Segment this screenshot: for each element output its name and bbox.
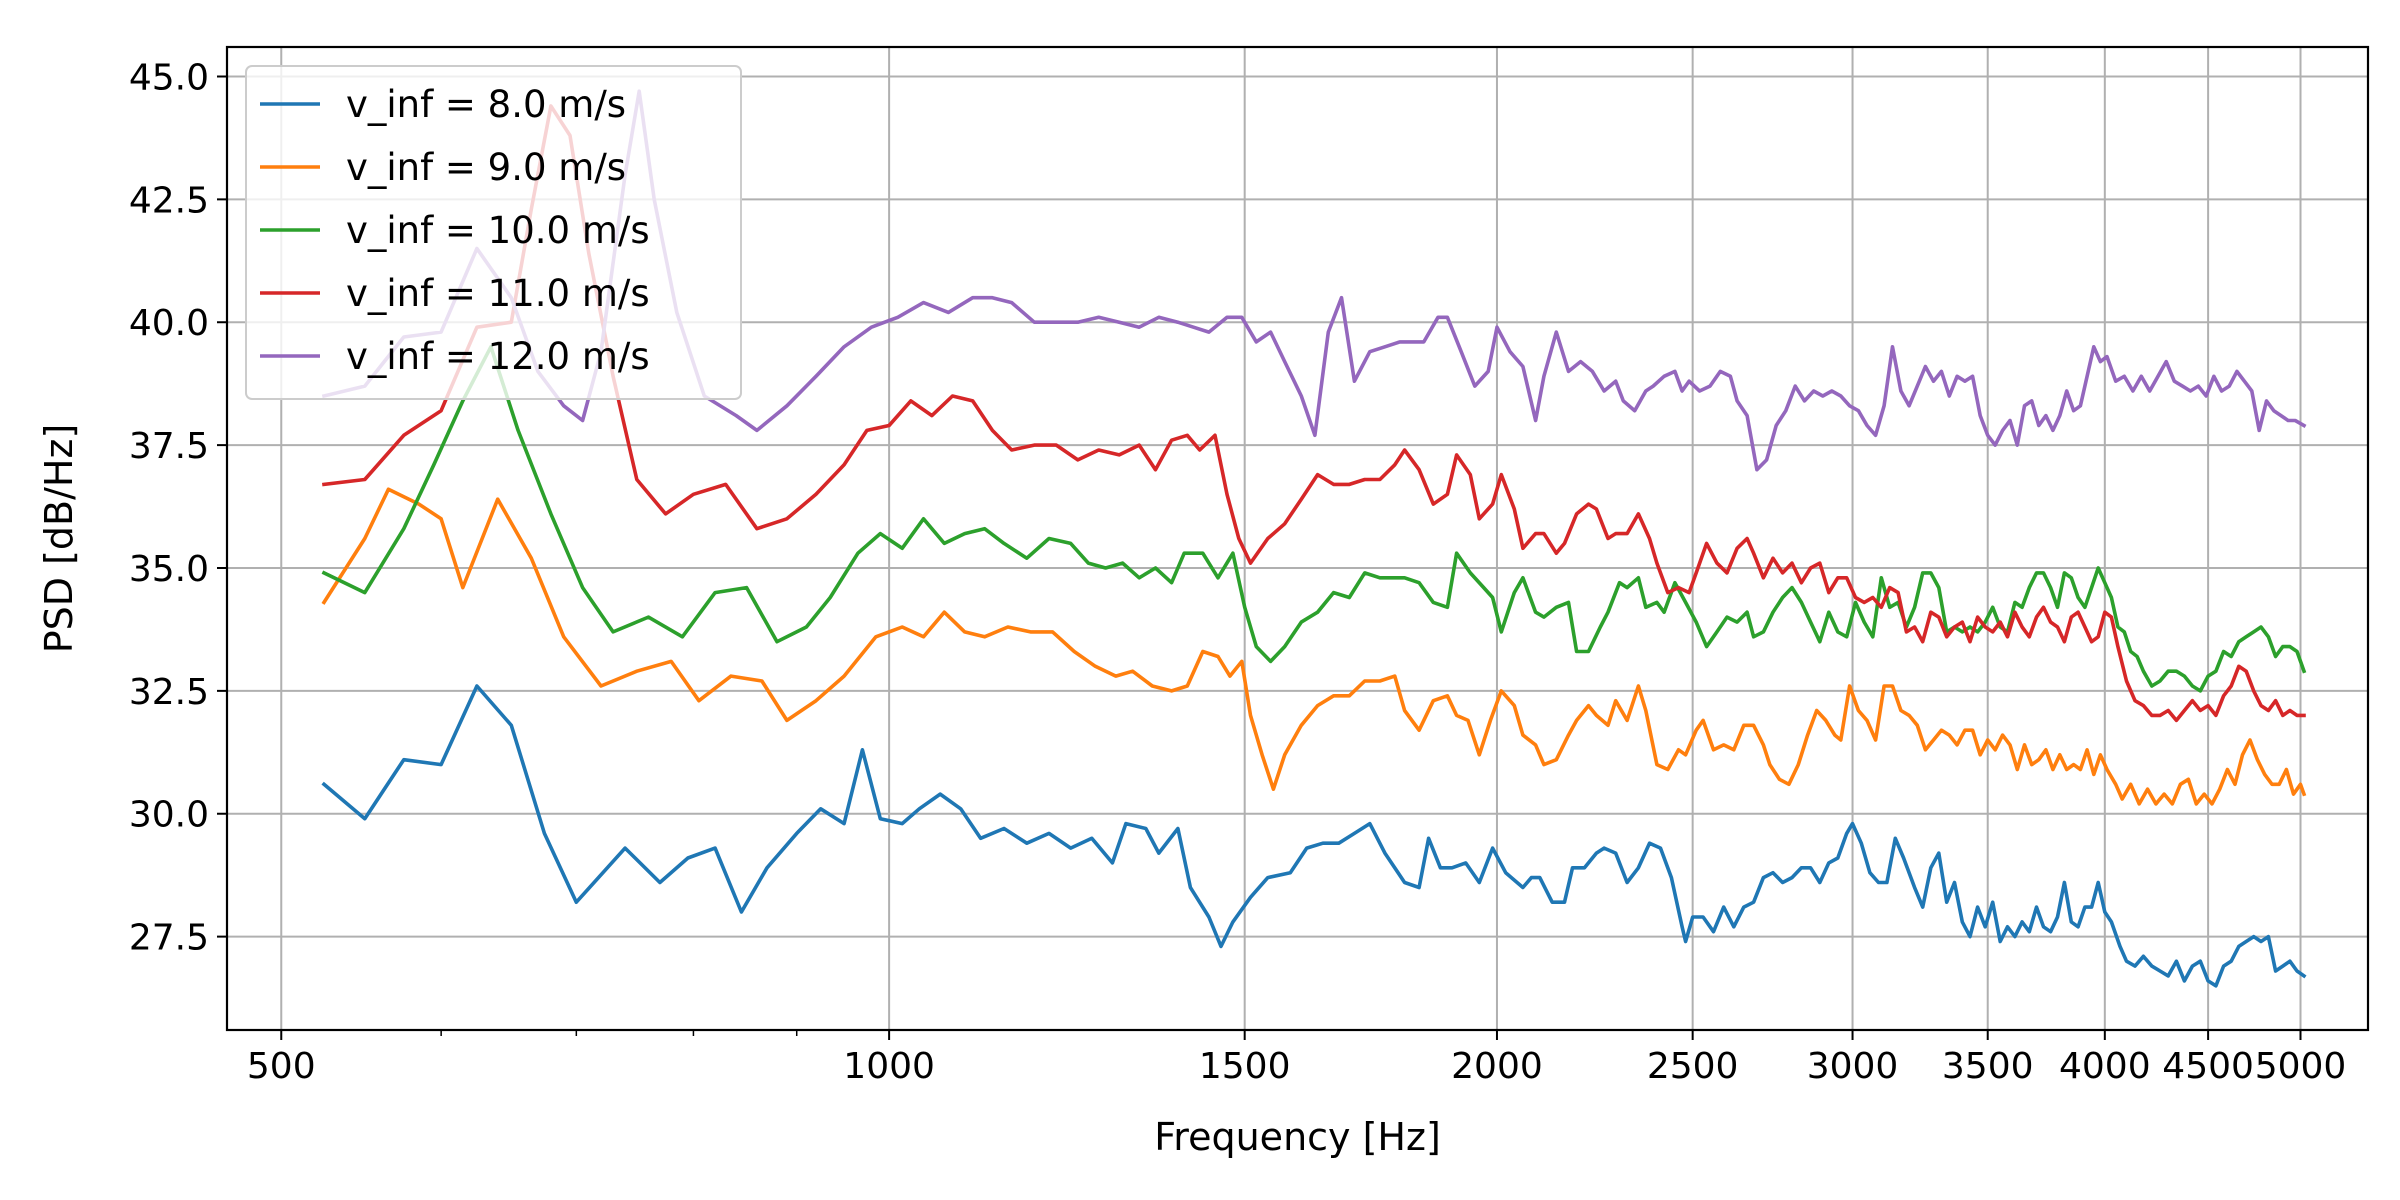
series-line-1: [321, 684, 2307, 988]
x-tick-label: 3500: [1942, 1046, 2034, 1087]
plot-frame: [225, 45, 2370, 1032]
y-tick-label: 30.0: [129, 795, 209, 836]
legend-label: v_inf = 11.0 m/s: [346, 272, 650, 315]
y-tick-label: 42.5: [129, 180, 209, 221]
series-lines: [321, 89, 2307, 988]
y-axis-label: PSD [dB/Hz]: [37, 424, 81, 654]
y-tick-label: 32.5: [129, 672, 209, 713]
x-tick-label: 1000: [843, 1046, 935, 1087]
axis-ticks: 500 1000 1500 2000 2500 3000 3500 4000 4500 5000 2…: [129, 57, 2346, 1087]
legend-label: v_inf = 9.0 m/s: [346, 146, 626, 189]
y-tick-label: 37.5: [129, 426, 209, 467]
legend-label: v_inf = 10.0 m/s: [346, 209, 650, 252]
x-tick-label: 3000: [1807, 1046, 1899, 1087]
y-tick-label: 40.0: [129, 303, 209, 344]
series-line-4: [321, 104, 2306, 723]
y-tick-label: 45.0: [129, 57, 209, 98]
x-axis-label: Frequency [Hz]: [1154, 1115, 1441, 1159]
y-tick-label: 27.5: [129, 918, 209, 959]
x-tick-label: 4500: [2162, 1046, 2254, 1087]
y-tick-label: 35.0: [129, 549, 209, 590]
legend: v_inf = 8.0 m/s v_inf = 9.0 m/s v_inf = 10…: [245, 65, 742, 400]
x-tick-label: 5000: [2255, 1046, 2347, 1087]
legend-label: v_inf = 8.0 m/s: [346, 83, 626, 126]
x-tick-label: 500: [247, 1046, 316, 1087]
legend-label: v_inf = 12.0 m/s: [346, 335, 650, 378]
series-line-2: [321, 487, 2307, 806]
x-tick-label: 4000: [2059, 1046, 2151, 1087]
series-line-5: [321, 89, 2307, 472]
legend-box: [245, 65, 742, 400]
x-tick-label: 2500: [1647, 1046, 1739, 1087]
x-tick-label: 2000: [1451, 1046, 1543, 1087]
x-tick-label: 1500: [1199, 1046, 1291, 1087]
series-line-3: [321, 345, 2307, 693]
